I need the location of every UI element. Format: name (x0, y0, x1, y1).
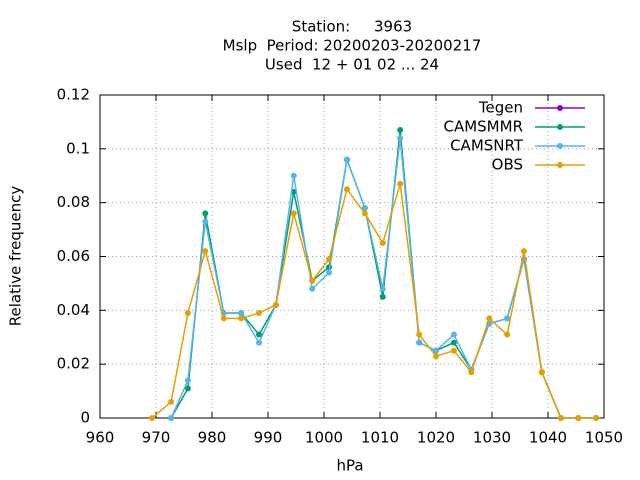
data-point (504, 315, 511, 322)
x-tick-label: 1010 (361, 429, 399, 447)
data-point (593, 415, 600, 421)
data-point (450, 331, 457, 338)
data-point (433, 347, 439, 354)
data-point (202, 218, 209, 225)
data-point (184, 310, 191, 317)
x-tick-label: 960 (86, 429, 115, 447)
data-point (238, 310, 245, 317)
data-point (397, 135, 404, 142)
data-point (450, 339, 457, 346)
y-tick-label: 0.12 (57, 86, 90, 104)
legend-marker (557, 143, 563, 149)
x-tick-label: 1050 (585, 429, 623, 447)
data-point (184, 377, 191, 384)
data-point (468, 369, 475, 376)
legend-label: OBS (492, 156, 523, 174)
x-tick-label: 1040 (529, 429, 567, 447)
data-point (416, 331, 423, 338)
data-point (256, 339, 263, 346)
y-tick-label: 0.06 (57, 247, 90, 265)
y-tick-label: 0 (80, 409, 90, 427)
data-point (149, 415, 156, 421)
data-point (256, 310, 263, 317)
data-point (272, 301, 279, 308)
data-point (290, 210, 297, 217)
data-point (202, 210, 209, 217)
data-point (379, 285, 386, 292)
legend-label: CAMSMMR (443, 118, 523, 136)
data-point (168, 398, 175, 405)
data-point (397, 180, 404, 187)
data-point (520, 248, 527, 255)
x-tick-label: 1020 (417, 429, 455, 447)
plot-frame (99, 94, 605, 419)
data-point (256, 331, 263, 338)
legend-label: Tegen (478, 99, 523, 117)
data-point (326, 256, 333, 263)
data-point (168, 415, 175, 421)
data-point (220, 315, 227, 322)
data-point (397, 126, 404, 133)
chart-title: Mslp Period: 20200203-20200217 (223, 37, 482, 55)
x-axis-label: hPa (336, 457, 363, 475)
data-point (450, 347, 457, 354)
data-point (433, 353, 439, 360)
data-point (343, 156, 350, 163)
chart-title: Station: 3963 (292, 18, 412, 36)
data-point (326, 269, 333, 276)
x-tick-label: 1000 (305, 429, 343, 447)
data-point (379, 293, 386, 300)
y-axis-label: Relative frequency (7, 186, 25, 327)
data-point (184, 385, 191, 392)
data-point (309, 285, 316, 292)
data-point (538, 369, 545, 376)
data-point (361, 210, 368, 217)
x-tick-label: 990 (254, 429, 283, 447)
data-point (504, 331, 511, 338)
data-point (361, 205, 368, 212)
data-point (575, 415, 582, 421)
legend-marker (557, 162, 563, 168)
legend-marker (557, 105, 563, 111)
data-point (202, 248, 209, 255)
data-point (557, 415, 564, 421)
data-point (486, 315, 493, 322)
legend-marker (557, 124, 563, 130)
x-tick-label: 970 (142, 429, 171, 447)
y-tick-label: 0.02 (57, 355, 90, 373)
data-point (309, 277, 316, 284)
x-tick-label: 980 (198, 429, 227, 447)
x-tick-label: 1030 (473, 429, 511, 447)
data-point (379, 240, 386, 247)
y-tick-label: 0.08 (57, 193, 90, 211)
y-tick-label: 0.04 (57, 301, 90, 319)
data-point (343, 186, 350, 193)
chart-title: Used 12 + 01 02 ... 24 (265, 56, 439, 74)
data-point (290, 172, 297, 179)
data-point (238, 315, 245, 322)
data-point (416, 339, 423, 346)
y-tick-label: 0.1 (66, 139, 90, 157)
legend-label: CAMSNRT (450, 137, 524, 155)
